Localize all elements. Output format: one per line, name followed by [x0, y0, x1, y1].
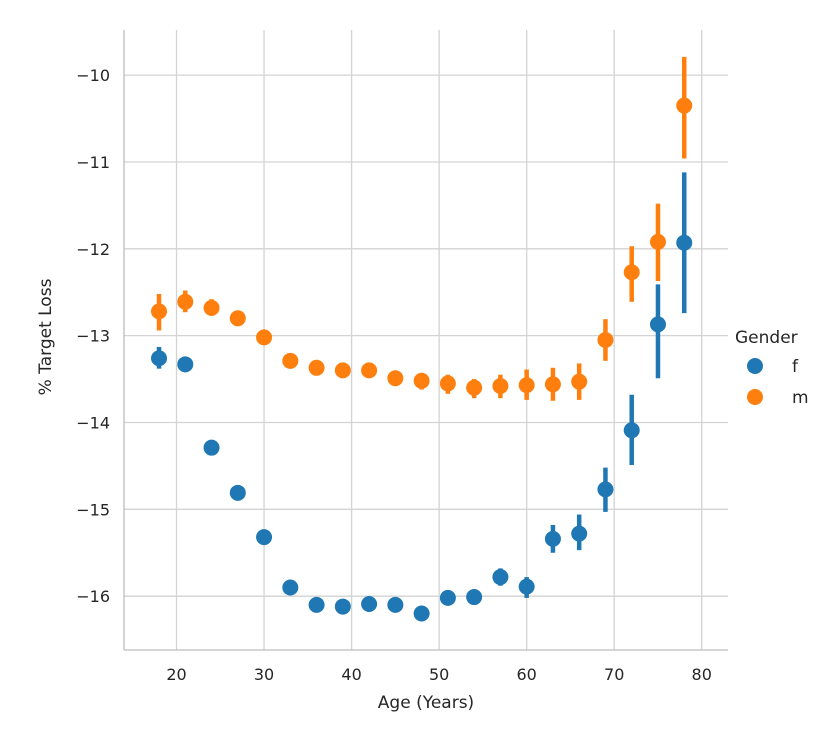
data-point — [623, 422, 640, 439]
data-point — [151, 303, 168, 320]
data-point — [334, 362, 351, 379]
legend-marker-f — [747, 358, 763, 374]
data-point — [597, 481, 614, 498]
data-point — [282, 352, 299, 369]
data-point — [571, 525, 588, 542]
data-point — [203, 439, 220, 456]
grid — [124, 30, 728, 650]
legend-label-m: m — [792, 388, 809, 408]
data-point — [334, 598, 351, 615]
data-point — [544, 376, 561, 393]
x-tick-label: 70 — [604, 665, 624, 684]
data-point — [308, 359, 325, 376]
x-axis-label: Age (Years) — [378, 693, 474, 713]
data-point — [361, 595, 378, 612]
x-tick-label: 60 — [516, 665, 536, 684]
y-tick-label: −10 — [76, 66, 110, 85]
data-point — [597, 332, 614, 348]
data-point — [308, 596, 325, 613]
data-point — [203, 299, 220, 316]
x-tick-label: 20 — [166, 665, 186, 684]
data-point — [518, 578, 535, 595]
y-tick-label: −16 — [76, 587, 110, 606]
data-point — [177, 356, 194, 373]
data-point — [229, 484, 246, 501]
data-point — [413, 605, 430, 622]
data-point — [492, 378, 509, 395]
legend: Gender fm — [735, 328, 809, 408]
data-point — [571, 373, 588, 390]
data-point — [413, 372, 430, 389]
data-point — [282, 579, 299, 596]
data-point — [387, 596, 404, 613]
y-tick-label: −11 — [76, 153, 110, 172]
data-point — [177, 293, 194, 310]
x-tick-label: 40 — [341, 665, 361, 684]
data-point — [649, 316, 666, 333]
data-point — [676, 234, 693, 251]
legend-label-f: f — [792, 357, 799, 377]
data-point — [676, 97, 693, 114]
plot-area — [151, 56, 693, 622]
data-point — [151, 350, 168, 367]
data-point — [439, 375, 456, 392]
series-f — [151, 172, 693, 622]
y-axis-label: % Target Loss — [36, 278, 56, 395]
x-tick-label: 80 — [692, 665, 712, 684]
data-point — [649, 233, 666, 250]
y-tick-label: −14 — [76, 413, 110, 432]
y-tick-label: −15 — [76, 500, 110, 519]
y-tick-label: −13 — [76, 327, 110, 346]
data-point — [256, 329, 273, 346]
data-point — [466, 589, 483, 606]
legend-marker-m — [747, 389, 763, 405]
x-tick-label: 50 — [429, 665, 449, 684]
y-axis-ticks: −10 −11 −12 −13 −14 −15 −16 — [76, 66, 110, 606]
data-point — [492, 569, 509, 586]
data-point — [466, 379, 483, 396]
data-point — [518, 377, 535, 394]
data-point — [361, 362, 378, 379]
x-axis-ticks: 20 30 40 50 60 70 80 — [166, 665, 712, 684]
legend-title: Gender — [735, 328, 798, 348]
x-tick-label: 30 — [254, 665, 274, 684]
y-tick-label: −12 — [76, 240, 110, 259]
data-point — [387, 370, 404, 387]
series-m — [151, 56, 693, 401]
data-point — [256, 529, 273, 546]
data-point — [544, 530, 561, 547]
axes-spines — [123, 30, 728, 651]
data-point — [439, 589, 456, 606]
data-point — [623, 264, 640, 281]
data-point — [229, 310, 246, 327]
